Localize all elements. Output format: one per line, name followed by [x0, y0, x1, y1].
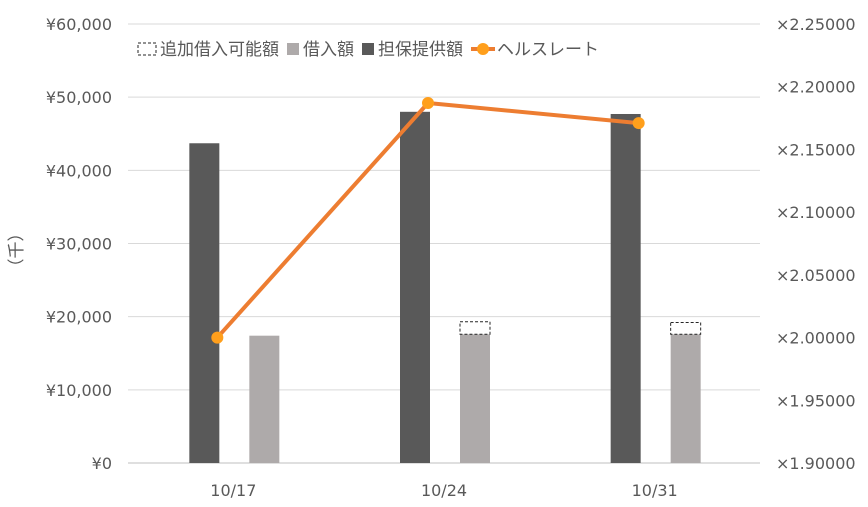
bar-additional-borrowable [670, 322, 702, 335]
y2-tick-label: ×1.95000 [776, 391, 856, 410]
legend-swatch [362, 43, 374, 55]
y-tick-label: ¥30,000 [46, 235, 112, 254]
left-axis-ticks: ¥0 ¥10,000 ¥20,000 ¥30,000 ¥40,000 ¥50,000 ¥60… [46, 15, 112, 473]
bar-borrowed [670, 334, 701, 463]
x-tick-label: 10/24 [421, 481, 467, 500]
legend-swatch-marker [477, 43, 489, 55]
bar-additional-borrowable [459, 321, 491, 335]
health-rate-point [422, 97, 434, 110]
bar-collateral [400, 111, 430, 464]
health-rate-line [211, 97, 645, 344]
legend: 追加借入可能額 借入額 担保提供額 ヘルスレート [137, 40, 599, 60]
y2-tick-label: ×2.15000 [776, 140, 856, 159]
health-rate-point [211, 331, 224, 344]
bar-borrowed [460, 334, 490, 463]
x-axis-ticks: 10/17 10/24 10/31 [210, 481, 677, 500]
bar-collateral [189, 143, 220, 464]
y2-tick-label: ×2.20000 [776, 78, 856, 97]
y-tick-label: ¥50,000 [46, 88, 112, 107]
y2-tick-label: ×2.10000 [776, 203, 856, 222]
bars [189, 111, 702, 464]
y-tick-label: ¥60,000 [46, 15, 112, 34]
y-tick-label: ¥10,000 [46, 381, 112, 400]
x-tick-label: 10/17 [210, 481, 256, 500]
legend-label: 借入額 [303, 40, 354, 60]
y2-tick-label: ×2.05000 [776, 266, 856, 285]
x-tick-label: 10/31 [632, 481, 678, 500]
y-tick-label: ¥20,000 [46, 308, 112, 327]
legend-label: ヘルスレート [497, 40, 599, 60]
y-tick-label: ¥0 [92, 454, 112, 473]
left-axis-unit-label: （千） [7, 225, 27, 276]
right-axis-ticks: ×1.90000 ×1.95000 ×2.00000 ×2.05000 ×2.10000… [776, 15, 856, 473]
y2-tick-label: ×2.00000 [776, 329, 856, 348]
gridlines [128, 23, 760, 464]
legend-label: 追加借入可能額 [160, 40, 279, 60]
legend-swatch-additional [137, 42, 157, 56]
legend-label: 担保提供額 [378, 40, 463, 60]
bar-borrowed [249, 335, 280, 463]
bar-collateral [610, 113, 641, 464]
health-rate-point [632, 117, 645, 130]
legend-swatch [287, 43, 299, 55]
y2-tick-label: ×2.25000 [776, 15, 856, 34]
y2-tick-label: ×1.90000 [776, 454, 856, 473]
y-tick-label: ¥40,000 [46, 161, 112, 180]
